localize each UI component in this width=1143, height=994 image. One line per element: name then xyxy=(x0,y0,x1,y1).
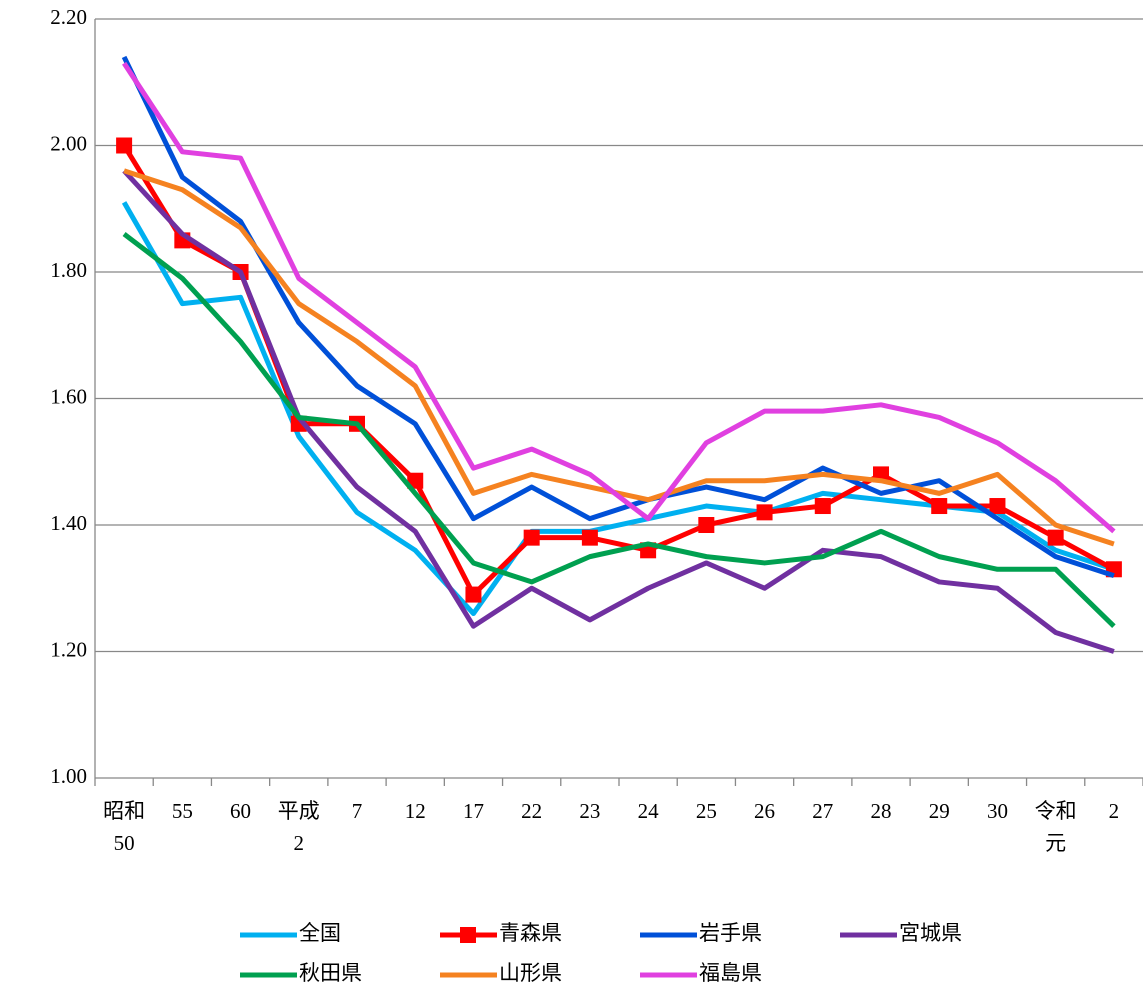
series-line xyxy=(123,168,1115,547)
point-marker xyxy=(931,498,948,515)
series-line xyxy=(121,55,1115,578)
x-tick-label: 29 xyxy=(929,799,950,823)
legend-label: 福島県 xyxy=(699,961,762,985)
point-marker xyxy=(989,498,1006,515)
x-tick-label: 28 xyxy=(871,799,892,823)
series-line xyxy=(122,169,1115,654)
point-marker xyxy=(465,586,482,603)
x-tick-label: 55 xyxy=(172,799,193,823)
y-tick-label: 1.40 xyxy=(50,511,87,535)
point-marker xyxy=(756,504,773,521)
point-marker xyxy=(814,498,831,515)
legend-label: 岩手県 xyxy=(699,921,762,945)
x-tick-label: 22 xyxy=(521,799,542,823)
y-tick-label: 2.00 xyxy=(50,131,87,155)
x-tick-label: 2 xyxy=(1109,799,1120,823)
legend-label: 宮城県 xyxy=(899,921,962,945)
x-tick-label: 60 xyxy=(230,799,251,823)
y-tick-label: 1.20 xyxy=(50,637,87,661)
series-line xyxy=(122,61,1116,534)
point-marker xyxy=(523,529,540,546)
point-marker xyxy=(698,517,715,533)
x-tick-label: 12 xyxy=(405,799,426,823)
y-tick-label: 2.20 xyxy=(50,5,87,29)
x-tick-label: 30 xyxy=(987,799,1008,823)
point-marker xyxy=(116,137,133,154)
x-tick-label: 27 xyxy=(812,799,833,823)
x-tick-label: 26 xyxy=(754,799,775,823)
x-tick-label: 7 xyxy=(352,799,363,823)
x-tick-label: 昭和 50 xyxy=(103,799,145,855)
legend-marker xyxy=(460,927,476,943)
x-tick-label: 令和元 xyxy=(1035,799,1077,855)
point-marker xyxy=(1047,529,1064,546)
x-tick-label: 17 xyxy=(463,799,484,823)
legend-label: 全国 xyxy=(299,921,341,945)
series-line xyxy=(122,232,1116,628)
legend-label: 山形県 xyxy=(499,961,562,985)
x-tick-label: 24 xyxy=(638,799,660,823)
y-tick-label: 1.80 xyxy=(50,258,87,282)
legend-label: 秋田県 xyxy=(299,961,362,985)
point-marker xyxy=(581,529,598,546)
x-tick-label: 23 xyxy=(579,799,600,823)
x-tick-label: 平成 2 xyxy=(278,799,320,855)
y-tick-label: 1.60 xyxy=(50,384,87,408)
y-tick-label: 1.00 xyxy=(50,764,87,788)
x-tick-label: 25 xyxy=(696,799,717,823)
legend-label: 青森県 xyxy=(499,921,562,945)
